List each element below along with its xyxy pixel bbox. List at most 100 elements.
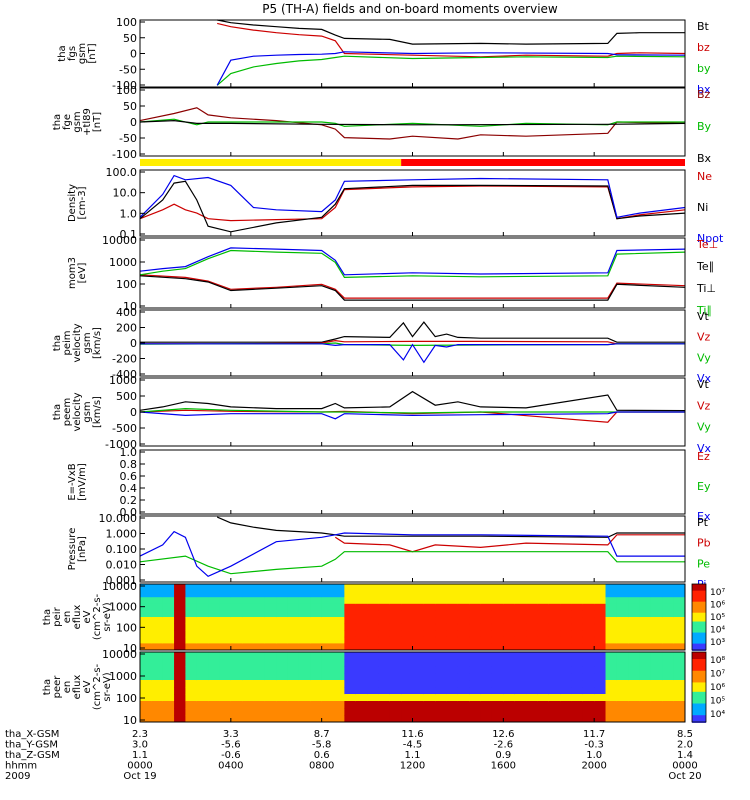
x-row-value: 0000 bbox=[672, 761, 697, 772]
legend-entry: Npot bbox=[697, 232, 724, 245]
spectrogram-cell bbox=[140, 708, 152, 716]
spectrogram-cell bbox=[162, 673, 175, 681]
y-tick-label: -200 bbox=[112, 353, 137, 366]
spectrogram-cell bbox=[491, 694, 504, 702]
spectrogram-cell bbox=[423, 623, 436, 631]
colorbar-cell bbox=[692, 701, 706, 705]
spectrogram-cell bbox=[310, 636, 323, 644]
spectrogram-cell bbox=[298, 680, 311, 688]
spectrogram-cell bbox=[298, 673, 311, 681]
spectrogram-cell bbox=[412, 643, 425, 651]
spectrogram-cell bbox=[605, 687, 618, 695]
spectrogram-cell bbox=[514, 673, 527, 681]
spectrogram-cell bbox=[185, 630, 198, 638]
spectrogram-cell bbox=[605, 617, 618, 625]
colorbar-cell bbox=[692, 675, 706, 679]
spectrogram-cell bbox=[503, 708, 516, 716]
spectrogram-cell bbox=[582, 673, 595, 681]
spectrogram-cell bbox=[457, 701, 470, 709]
spectrogram-cell bbox=[412, 666, 425, 674]
series-line-Ne bbox=[139, 185, 686, 222]
spectrogram-cell bbox=[321, 694, 334, 702]
spectrogram-cell bbox=[537, 687, 550, 695]
spectrogram-cell bbox=[242, 597, 255, 605]
spectrogram-cell bbox=[571, 636, 584, 644]
spectrogram-cell bbox=[457, 687, 470, 695]
spectrogram-cell bbox=[242, 694, 255, 702]
legend-entry: Bz bbox=[697, 88, 711, 101]
spectrogram-cell bbox=[401, 659, 413, 667]
spectrogram-cell bbox=[367, 584, 379, 592]
spectrogram-cell bbox=[253, 673, 266, 681]
series-group bbox=[139, 247, 686, 301]
spectrogram-cell bbox=[208, 610, 220, 618]
spectrogram-cell bbox=[650, 630, 663, 638]
spectrogram-cell bbox=[230, 694, 243, 702]
spectrogram-cell bbox=[628, 636, 641, 644]
spectrogram-cell bbox=[367, 694, 379, 702]
spectrogram-cell bbox=[389, 610, 402, 618]
y-tick-label: 100 bbox=[116, 621, 137, 634]
spectrogram-cell bbox=[639, 652, 652, 660]
spectrogram-cell bbox=[196, 694, 209, 702]
spectrogram-cell bbox=[242, 630, 255, 638]
colorbar-cell bbox=[692, 689, 706, 693]
spectrogram-cell bbox=[355, 701, 368, 709]
spectrogram-cell bbox=[605, 652, 618, 660]
spectrogram-cell bbox=[526, 715, 538, 723]
colorbar-cell bbox=[692, 694, 706, 698]
spectrogram-cell bbox=[276, 603, 289, 611]
spectrogram-cell bbox=[162, 715, 175, 723]
y-axis-label: (cm^2-s- bbox=[92, 663, 103, 710]
spectrogram-cell bbox=[310, 590, 323, 598]
spectrogram-cell bbox=[503, 701, 516, 709]
spectrogram-cell bbox=[264, 623, 277, 631]
spectrogram-cell bbox=[333, 680, 345, 688]
spectrogram-cell bbox=[571, 652, 584, 660]
spectrogram-cell bbox=[423, 687, 436, 695]
spectrogram-cell bbox=[616, 659, 629, 667]
spectrogram-cell bbox=[594, 673, 607, 681]
colorbar-tick-label: 10⁵ bbox=[710, 697, 725, 707]
spectrogram-cell bbox=[526, 666, 538, 674]
spectrogram-cell bbox=[253, 597, 266, 605]
spectrogram-cell bbox=[650, 643, 663, 651]
spectrogram-cell bbox=[321, 680, 334, 688]
spectrogram-cell bbox=[389, 687, 402, 695]
spectrogram-cell bbox=[321, 687, 334, 695]
spectrogram-cell bbox=[219, 610, 232, 618]
spectrogram-cell bbox=[537, 617, 550, 625]
spectrogram-cell bbox=[446, 630, 459, 638]
spectrogram-cell bbox=[605, 666, 618, 674]
spectrogram-cell bbox=[298, 694, 311, 702]
spectrogram-cell bbox=[219, 603, 232, 611]
spectrogram-cell bbox=[560, 597, 572, 605]
spectrogram-cell bbox=[662, 617, 675, 625]
spectrogram-cell bbox=[287, 590, 300, 598]
spectrogram-cell bbox=[435, 715, 448, 723]
plot-frame bbox=[139, 449, 686, 515]
spectrogram-cell bbox=[242, 666, 255, 674]
spectrogram-cell bbox=[469, 687, 482, 695]
spectrogram-cell bbox=[594, 715, 607, 723]
series-line-Bx bbox=[139, 119, 686, 126]
spectrogram-cell bbox=[276, 680, 289, 688]
spectrogram-cell bbox=[378, 623, 391, 631]
spectrogram-cell bbox=[310, 610, 323, 618]
spectrogram-cell bbox=[140, 630, 152, 638]
series-group bbox=[216, 19, 686, 86]
spectrogram-cell bbox=[264, 715, 277, 723]
x-row-value: 2000 bbox=[581, 761, 606, 772]
x-row-label: hhmm bbox=[5, 761, 37, 772]
spectrogram-cell bbox=[594, 680, 607, 688]
spectrogram-cell bbox=[140, 694, 152, 702]
spectrogram-cell bbox=[185, 659, 198, 667]
spectrogram-cell bbox=[287, 630, 300, 638]
spectrogram-cell bbox=[582, 687, 595, 695]
spectrogram-cell bbox=[344, 659, 357, 667]
spectrogram-cell bbox=[548, 590, 561, 598]
x-row-label: tha_Z-GSM bbox=[5, 750, 60, 761]
spectrogram-cell bbox=[389, 659, 402, 667]
y-axis-label: gsm bbox=[72, 111, 83, 132]
